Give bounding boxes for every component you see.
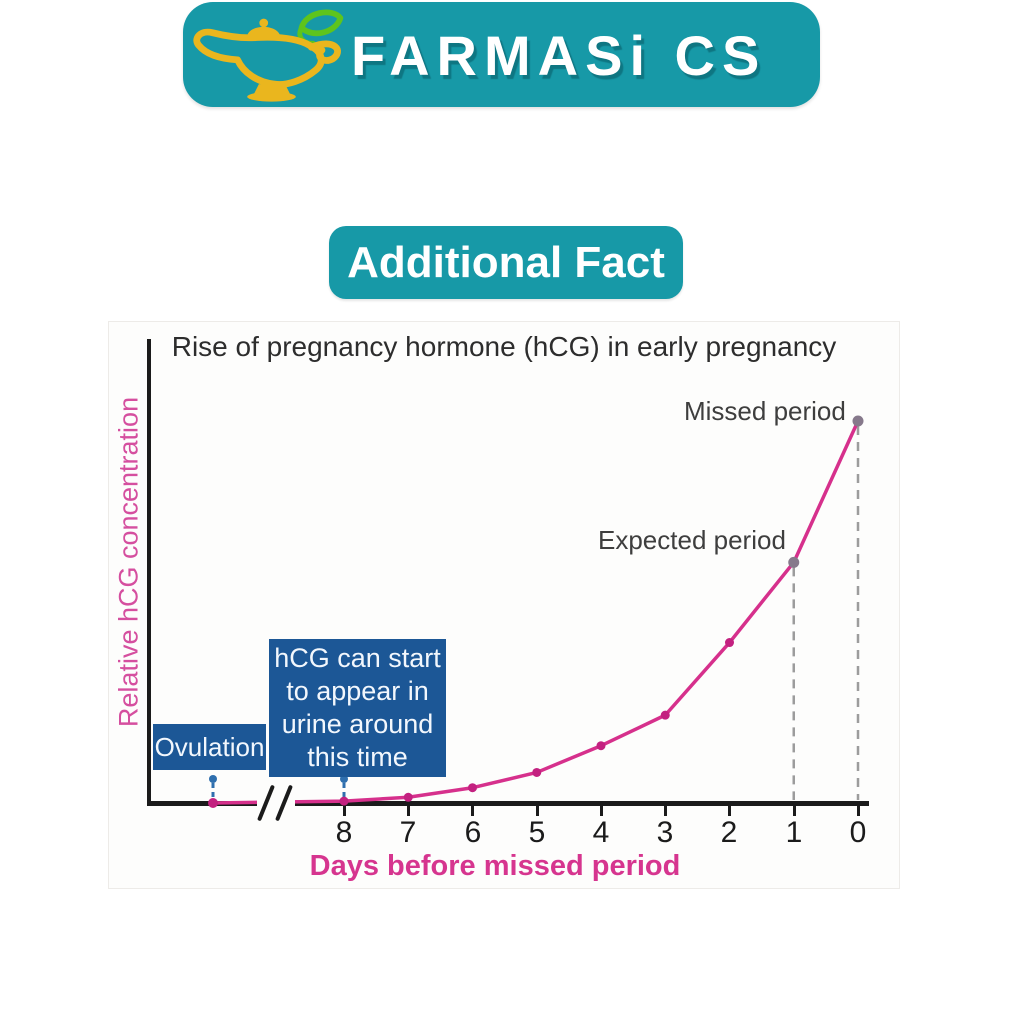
tick-mark: [343, 806, 346, 816]
x-axis-label: Days before missed period: [309, 850, 681, 882]
tick-mark: [471, 806, 474, 816]
tick-label-7: 7: [399, 816, 417, 849]
brand-text: FARMASi CS: [351, 24, 767, 87]
tick-mark: [728, 806, 731, 816]
ovulation-label: Ovulation: [154, 731, 265, 762]
genie-lamp-icon: [193, 9, 344, 102]
additional-fact-label: Additional Fact: [347, 237, 665, 287]
hcg-note-line: hCG can start: [274, 643, 441, 673]
expected-period-label: Expected period: [598, 525, 786, 555]
header-banner: FARMASi CS: [183, 2, 820, 107]
chart-title: Rise of pregnancy hormone (hCG) in early…: [171, 331, 837, 362]
hcg-note-line: urine around: [281, 709, 434, 739]
tick-mark: [536, 806, 539, 816]
tick-label-1: 1: [785, 816, 803, 849]
hcg-note-box: hCG can start to appear in urine around …: [269, 639, 446, 777]
tick-label-3: 3: [656, 816, 674, 849]
tick-mark: [664, 806, 667, 816]
hcg-note-line: to appear in: [286, 676, 429, 706]
chart-panel: Rise of pregnancy hormone (hCG) in early…: [108, 321, 900, 889]
ovulation-box: Ovulation: [153, 724, 266, 770]
tick-label-0: 0: [849, 816, 867, 849]
y-axis-line: [147, 339, 151, 805]
x-axis-line: [147, 801, 869, 806]
tick-label-4: 4: [592, 816, 610, 849]
tick-mark: [857, 806, 860, 816]
hcg-curve: [208, 415, 864, 808]
tick-mark: [407, 806, 410, 816]
tick-label-2: 2: [720, 816, 738, 849]
missed-period-label: Missed period: [684, 396, 846, 426]
tick-mark: [793, 806, 796, 816]
tick-mark: [600, 806, 603, 816]
tick-label-5: 5: [528, 816, 546, 849]
additional-fact-badge: Additional Fact: [329, 226, 683, 299]
hcg-note-line: this time: [307, 742, 408, 772]
tick-label-8: 8: [335, 816, 353, 849]
tick-label-6: 6: [464, 816, 482, 849]
